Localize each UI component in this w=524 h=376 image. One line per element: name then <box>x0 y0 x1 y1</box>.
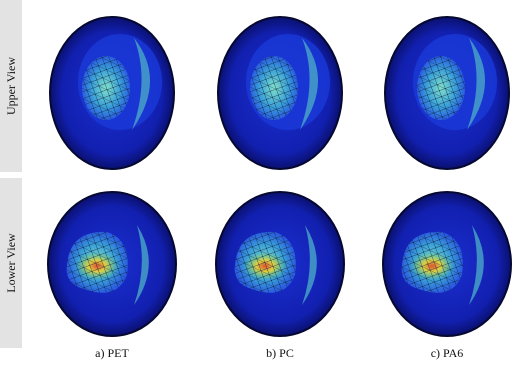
crescent <box>134 225 149 305</box>
crescent <box>300 38 319 130</box>
row-label: Lower View <box>4 233 18 293</box>
crescent <box>132 38 151 130</box>
mesh <box>250 56 298 120</box>
row-label-band <box>0 178 22 348</box>
column-label: a) PET <box>95 346 129 360</box>
mesh <box>234 231 296 293</box>
column-label: c) PA6 <box>431 346 464 360</box>
crescent <box>469 225 484 305</box>
mesh <box>66 231 128 293</box>
mesh <box>401 231 463 293</box>
mesh <box>82 56 130 120</box>
column-label: b) PC <box>266 346 294 360</box>
crescent <box>467 38 486 130</box>
row-label: Upper View <box>4 57 18 115</box>
simulation-images <box>47 16 512 337</box>
crescent <box>302 225 317 305</box>
mesh <box>417 56 465 120</box>
row-label-band <box>0 0 22 172</box>
